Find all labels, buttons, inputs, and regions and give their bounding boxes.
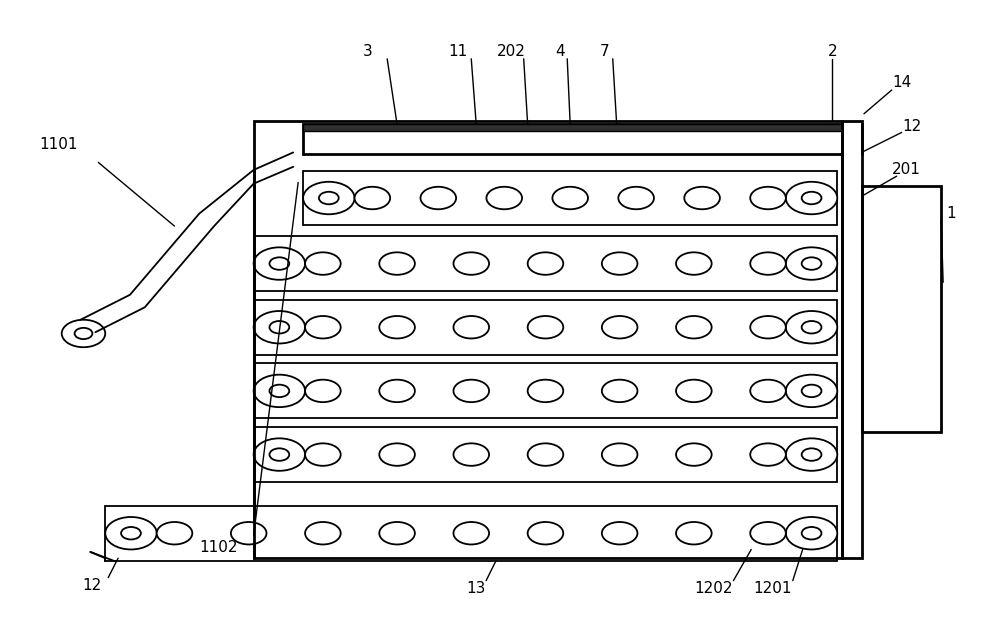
Circle shape [786,311,837,344]
Text: 1: 1 [946,206,956,221]
Circle shape [802,527,821,539]
Bar [254,364,837,418]
Circle shape [750,380,786,402]
Circle shape [528,316,563,339]
Circle shape [528,443,563,466]
Text: 12: 12 [82,577,102,593]
Circle shape [379,316,415,339]
Text: 1201: 1201 [754,581,793,596]
Circle shape [379,443,415,466]
Bar [254,121,842,558]
Bar [105,506,837,561]
Circle shape [684,187,720,209]
Text: 202: 202 [496,44,526,59]
Circle shape [270,384,290,397]
Circle shape [270,448,290,461]
Circle shape [453,252,489,275]
Circle shape [528,380,563,402]
Circle shape [379,252,415,275]
Circle shape [786,247,837,280]
Text: 13: 13 [466,581,486,596]
Text: 1101: 1101 [40,137,78,152]
Circle shape [786,438,837,471]
Circle shape [306,443,340,466]
Circle shape [231,522,267,544]
Circle shape [802,257,821,270]
Circle shape [254,438,306,471]
Circle shape [74,328,92,339]
Text: 1202: 1202 [694,581,733,596]
Circle shape [602,522,638,544]
Circle shape [528,522,563,544]
Circle shape [105,517,157,549]
Bar [304,124,842,154]
Circle shape [306,380,340,402]
Text: 14: 14 [892,75,912,90]
Circle shape [421,187,456,209]
Bar [862,186,941,432]
Text: 1102: 1102 [199,540,238,555]
Circle shape [319,192,338,204]
Bar [842,121,862,558]
Circle shape [354,187,390,209]
Text: 4: 4 [556,44,565,59]
Circle shape [306,522,340,544]
Circle shape [602,380,638,402]
Circle shape [676,443,711,466]
Circle shape [676,252,711,275]
Circle shape [802,448,821,461]
Circle shape [786,375,837,407]
Circle shape [750,443,786,466]
Circle shape [157,522,192,544]
Circle shape [453,316,489,339]
Circle shape [750,522,786,544]
Circle shape [802,321,821,334]
Circle shape [486,187,522,209]
Circle shape [270,321,290,334]
Circle shape [62,320,105,347]
Circle shape [553,187,588,209]
Circle shape [802,192,821,204]
Circle shape [121,527,141,539]
Circle shape [676,316,711,339]
Circle shape [602,316,638,339]
Bar [254,300,837,355]
Circle shape [676,522,711,544]
Circle shape [676,380,711,402]
Circle shape [453,522,489,544]
Circle shape [254,311,306,344]
Circle shape [528,252,563,275]
Circle shape [802,384,821,397]
Text: 11: 11 [448,44,468,59]
Circle shape [306,252,340,275]
Circle shape [254,247,306,280]
Circle shape [602,252,638,275]
Bar [304,171,837,226]
Bar [254,427,837,482]
Circle shape [254,375,306,407]
Circle shape [618,187,654,209]
Text: 12: 12 [902,119,922,134]
Circle shape [379,522,415,544]
Circle shape [306,316,340,339]
Circle shape [602,443,638,466]
Circle shape [750,187,786,209]
Circle shape [750,316,786,339]
Circle shape [453,380,489,402]
Circle shape [453,443,489,466]
Circle shape [786,517,837,549]
Circle shape [750,252,786,275]
Circle shape [270,257,290,270]
Text: 201: 201 [892,162,921,177]
Text: 2: 2 [827,44,837,59]
Text: 7: 7 [600,44,610,59]
Circle shape [304,182,354,214]
Circle shape [379,380,415,402]
Bar [304,124,842,130]
Text: 3: 3 [362,44,372,59]
Circle shape [786,182,837,214]
Bar [254,236,837,291]
